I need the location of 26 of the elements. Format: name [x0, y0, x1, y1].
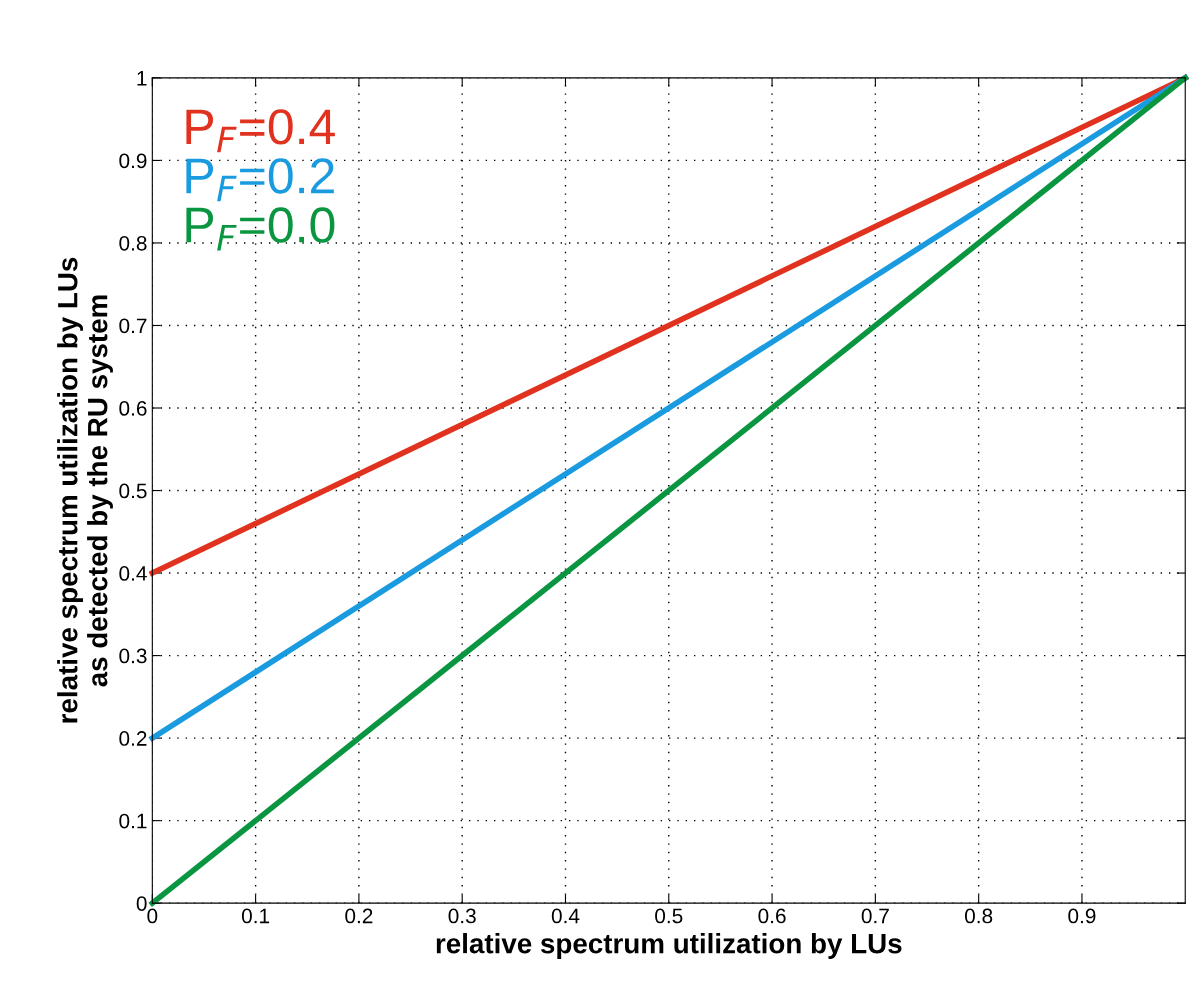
x-tick-label: 0.2 — [345, 908, 373, 924]
y-tick-label: 0 — [136, 896, 147, 911]
x-tick-label: 0.8 — [964, 908, 993, 924]
x-tick-label: 0.1 — [241, 908, 270, 924]
y-tick-label: 0.9 — [119, 153, 147, 169]
y-tick-label: 0.6 — [119, 401, 147, 416]
y-tick-label: 0.2 — [119, 731, 147, 746]
x-tick-label: 0.3 — [448, 908, 476, 924]
y-tick-label: 0.4 — [119, 566, 147, 581]
x-tick-label: 0 — [147, 908, 158, 924]
x-tick-label: 0.4 — [551, 908, 580, 924]
y-tick-label: 1 — [137, 71, 147, 86]
y-tick-label: 0.7 — [119, 318, 147, 334]
x-tick-label: 0.7 — [861, 908, 889, 924]
text: P$_{F}$=0.0 — [186, 207, 335, 251]
y-axis-title: relative spectrum utilization by LUs as detected by the RU system — [57, 257, 113, 723]
x-axis-title: relative spectrum utilization by LUs — [436, 933, 902, 959]
y-tick-label: 0.5 — [119, 483, 147, 499]
y-tick-label: 0.8 — [119, 235, 147, 251]
x-tick-label: 0.9 — [1068, 908, 1096, 924]
x-tick-label: 0.6 — [758, 908, 786, 924]
y-tick-label: 0.1 — [119, 813, 147, 829]
x-tick-label: 0.5 — [655, 908, 683, 924]
y-tick-label: 0.3 — [119, 648, 147, 664]
text: P$_{F}$=0.2 — [186, 158, 334, 202]
text: P$_{F}$=0.4 — [186, 109, 335, 153]
